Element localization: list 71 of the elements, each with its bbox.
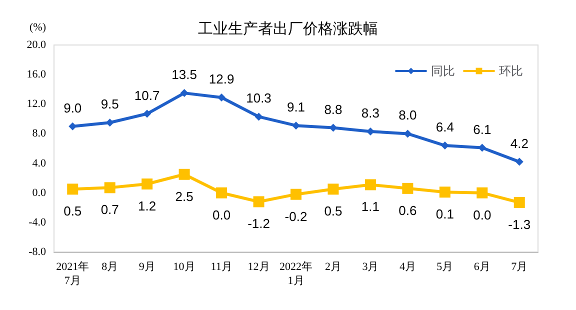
point bbox=[514, 196, 525, 208]
chart-title: 工业生产者出厂价格涨跌幅 bbox=[198, 20, 378, 38]
point bbox=[476, 187, 488, 198]
y-tick-label: 12.0 bbox=[26, 98, 46, 110]
point bbox=[143, 110, 152, 118]
x-tick-label: 2月 bbox=[324, 261, 342, 273]
point bbox=[253, 196, 264, 208]
x-tick-label: 2021年 7月 bbox=[56, 261, 90, 287]
data-label: 9.5 bbox=[100, 96, 119, 112]
x-tick-label: 12月 bbox=[248, 261, 270, 273]
data-label: 6.4 bbox=[436, 120, 454, 135]
point bbox=[254, 112, 263, 121]
data-label: 12.9 bbox=[208, 71, 234, 86]
data-label: 9.0 bbox=[64, 100, 82, 116]
data-label: 10.3 bbox=[246, 90, 272, 106]
data-label: 0.5 bbox=[324, 204, 342, 219]
data-label: -1.3 bbox=[508, 216, 531, 232]
data-label: 4.2 bbox=[510, 136, 528, 151]
data-label: 8.0 bbox=[398, 108, 417, 123]
data-label: 1.1 bbox=[361, 199, 380, 214]
y-tick-label: 0.0 bbox=[32, 186, 46, 199]
data-label: -1.2 bbox=[248, 216, 270, 232]
point bbox=[178, 168, 190, 180]
data-label: 13.5 bbox=[172, 67, 197, 82]
legend-label: 环比 bbox=[499, 64, 523, 78]
data-label: 8.8 bbox=[324, 102, 342, 117]
y-tick-label: 8.0 bbox=[32, 128, 46, 140]
point bbox=[440, 142, 449, 150]
data-label: 0.6 bbox=[398, 202, 417, 218]
point bbox=[290, 188, 302, 200]
y-tick-label: -4.0 bbox=[28, 216, 46, 228]
data-label: 8.3 bbox=[361, 105, 380, 120]
data-label: 10.7 bbox=[134, 88, 160, 103]
x-tick-label: 5月 bbox=[436, 261, 454, 273]
point bbox=[328, 184, 339, 195]
data-label: 0.0 bbox=[212, 207, 231, 222]
x-tick-label: 9月 bbox=[138, 261, 156, 273]
point bbox=[180, 89, 188, 98]
y-tick-label: 20.0 bbox=[26, 39, 46, 51]
data-label: 0.1 bbox=[436, 206, 454, 222]
data-label: 6.1 bbox=[473, 122, 492, 137]
x-tick-label: 2022年 1月 bbox=[280, 261, 312, 287]
data-label: 1.2 bbox=[138, 198, 156, 214]
point bbox=[515, 158, 524, 166]
x-tick-label: 7月 bbox=[511, 261, 528, 273]
point bbox=[142, 178, 153, 190]
point bbox=[104, 182, 116, 194]
x-tick-label: 6月 bbox=[474, 261, 490, 273]
x-tick-label: 8月 bbox=[102, 261, 118, 273]
data-label: -0.2 bbox=[284, 208, 308, 224]
point bbox=[292, 122, 300, 130]
y-tick-label: 4.0 bbox=[32, 157, 46, 170]
data-label: 2.5 bbox=[175, 188, 194, 204]
data-label: 9.1 bbox=[286, 100, 306, 115]
point bbox=[364, 179, 376, 190]
x-tick-label: 3月 bbox=[362, 261, 379, 273]
point bbox=[216, 187, 228, 198]
point bbox=[67, 184, 78, 195]
data-label: 0.7 bbox=[100, 202, 119, 218]
y-axis-title: (%) bbox=[30, 22, 46, 34]
y-tick-label: -8.0 bbox=[28, 246, 46, 258]
x-tick-label: 11月 bbox=[210, 261, 232, 273]
x-tick-label: 4月 bbox=[399, 261, 416, 273]
data-label: 0.0 bbox=[473, 207, 492, 222]
point bbox=[218, 93, 226, 102]
y-tick-label: 16.0 bbox=[26, 68, 46, 81]
x-tick-label: 10月 bbox=[173, 261, 196, 273]
point bbox=[439, 186, 450, 198]
point bbox=[402, 182, 414, 194]
legend-label: 同比 bbox=[431, 64, 455, 78]
data-label: 0.5 bbox=[64, 204, 82, 219]
